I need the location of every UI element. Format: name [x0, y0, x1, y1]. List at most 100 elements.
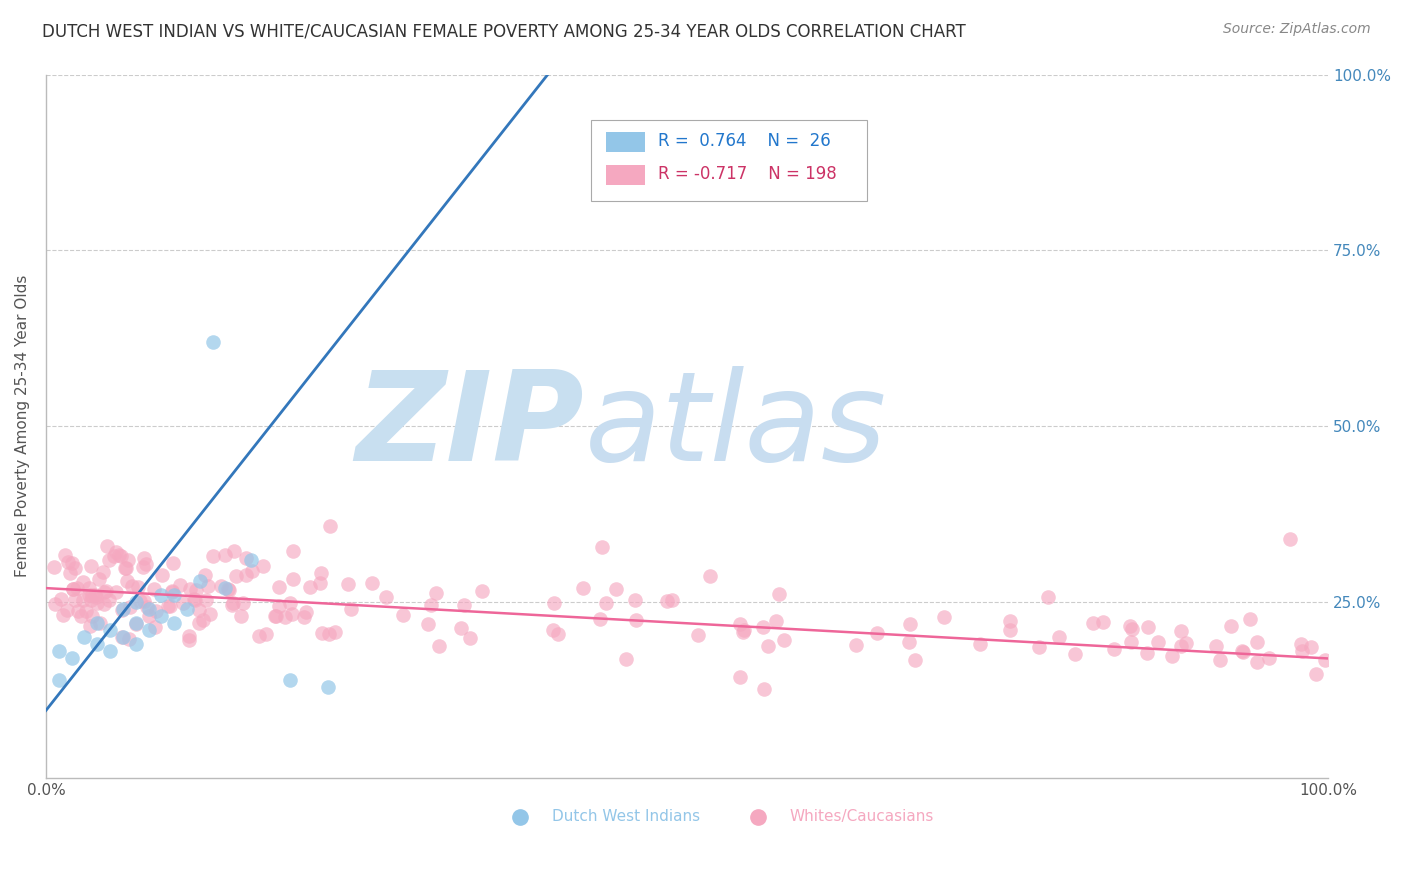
Point [179, 582, 201, 597]
Point [1047, 630, 1070, 644]
Point [132, 559, 155, 574]
Point [79, 619, 101, 633]
Point [132, 593, 155, 607]
Point [1036, 590, 1059, 604]
Point [93, 597, 115, 611]
Point [163, 616, 186, 631]
Point [184, 592, 207, 607]
Point [129, 594, 152, 608]
Point [73, 631, 96, 645]
Point [125, 616, 148, 631]
Point [98, 593, 121, 607]
Point [904, 653, 927, 667]
Point [107, 548, 129, 562]
Point [392, 607, 415, 622]
Point [103, 549, 125, 563]
Point [80, 588, 103, 602]
Point [845, 638, 868, 652]
Point [125, 637, 148, 651]
Point [200, 607, 222, 622]
Text: R = -0.717    N = 198: R = -0.717 N = 198 [658, 165, 837, 184]
Point [72, 593, 94, 607]
Point [247, 629, 270, 643]
Point [235, 568, 257, 582]
Point [614, 652, 637, 666]
Point [281, 607, 304, 621]
Point [318, 627, 340, 641]
Point [1170, 640, 1192, 654]
Point [60, 651, 83, 665]
Point [316, 680, 339, 694]
Point [48, 673, 70, 687]
Point [235, 551, 257, 566]
Point [361, 576, 384, 591]
Point [194, 568, 217, 582]
Point [135, 600, 157, 615]
Y-axis label: Female Poverty Among 25-34 Year Olds: Female Poverty Among 25-34 Year Olds [15, 275, 30, 577]
Point [425, 585, 447, 599]
Point [688, 628, 710, 642]
Point [595, 596, 617, 610]
Point [733, 625, 755, 640]
Point [1160, 648, 1182, 663]
Point [93, 585, 115, 599]
Point [734, 623, 756, 637]
Point [1092, 615, 1115, 629]
Point [998, 623, 1021, 637]
Point [589, 612, 612, 626]
Text: Dutch West Indians: Dutch West Indians [553, 809, 700, 824]
Point [183, 592, 205, 607]
Point [70, 608, 93, 623]
Point [117, 553, 139, 567]
Point [202, 549, 225, 563]
Point [765, 614, 787, 628]
Point [138, 624, 160, 638]
Point [1299, 640, 1322, 655]
Point [114, 561, 136, 575]
Point [56, 603, 79, 617]
Text: R =  0.764    N =  26: R = 0.764 N = 26 [658, 132, 831, 151]
Point [1220, 618, 1243, 632]
Point [89, 616, 111, 631]
Point [162, 556, 184, 570]
Point [150, 588, 173, 602]
Point [1305, 667, 1327, 681]
Text: DUTCH WEST INDIAN VS WHITE/CAUCASIAN FEMALE POVERTY AMONG 25-34 YEAR OLDS CORREL: DUTCH WEST INDIAN VS WHITE/CAUCASIAN FEM… [42, 22, 966, 40]
Point [188, 602, 211, 616]
Point [105, 544, 128, 558]
Point [110, 549, 132, 563]
Point [728, 670, 751, 684]
Point [1170, 624, 1192, 638]
Point [143, 620, 166, 634]
Point [80, 609, 103, 624]
Point [125, 595, 148, 609]
Point [177, 629, 200, 643]
Point [49, 592, 72, 607]
Point [1119, 634, 1142, 648]
FancyBboxPatch shape [591, 120, 866, 202]
Point [60, 557, 83, 571]
Point [218, 583, 240, 598]
Point [84, 588, 107, 602]
Point [278, 596, 301, 610]
Point [1102, 641, 1125, 656]
Point [1174, 636, 1197, 650]
Point [86, 596, 108, 610]
Point [1118, 619, 1140, 633]
Point [221, 598, 243, 612]
Point [62, 582, 84, 597]
Point [97, 553, 120, 567]
Point [339, 602, 361, 616]
Point [138, 602, 160, 616]
Point [229, 609, 252, 624]
Point [281, 544, 304, 558]
Point [1205, 639, 1227, 653]
Point [543, 623, 565, 637]
Point [427, 639, 450, 653]
Point [114, 561, 136, 575]
Point [323, 625, 346, 640]
Point [209, 579, 232, 593]
Point [1291, 644, 1313, 658]
Point [308, 576, 330, 591]
Point [274, 610, 297, 624]
